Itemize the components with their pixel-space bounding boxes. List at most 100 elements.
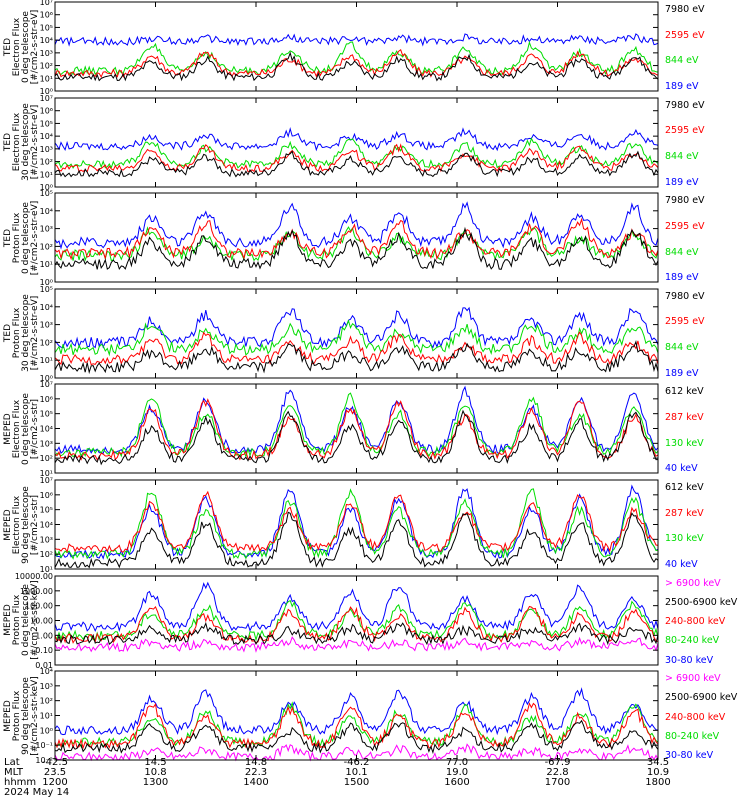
y-tick-label: 10⁵ xyxy=(40,119,53,128)
legend-entry: 844 eV xyxy=(665,55,699,67)
legend-entry: 189 eV xyxy=(665,81,699,92)
y-tick-label: 10² xyxy=(40,338,53,347)
series-line xyxy=(54,484,659,560)
legend: > 6900 keV 2500-6900 keV 240-800 keV 80-240… xyxy=(665,671,750,762)
y-tick-label: 10³ xyxy=(40,144,53,153)
x-tick-label-mlt: 10.8 xyxy=(144,767,167,778)
y-tick-label: 10² xyxy=(40,455,53,464)
legend: > 6900 keV 2500-6900 keV 240-800 keV 80-240… xyxy=(665,576,750,666)
series-line xyxy=(54,392,659,459)
legend: 7980 eV 2595 eV 844 eV 189 eV xyxy=(665,193,750,283)
y-tick-label: 10⁴ xyxy=(40,132,53,141)
plot-frame xyxy=(54,288,659,379)
plot-area: 10⁻² 10⁻¹ 10⁰ 10¹ 10² 10³ 10⁴ xyxy=(35,667,659,765)
legend-entry: 40 keV xyxy=(665,463,698,475)
series-line xyxy=(54,488,659,560)
legend-entry: 240-800 keV xyxy=(665,616,726,628)
y-tick-label: 10¹ xyxy=(40,356,53,365)
y-tick-label: 10¹ xyxy=(40,565,53,574)
y-tick-label: 10⁵ xyxy=(40,410,53,419)
x-tick-label-mlt: 10.9 xyxy=(646,767,670,778)
series-line xyxy=(54,605,659,644)
y-tick-label: 10⁴ xyxy=(40,425,53,434)
series-line xyxy=(54,217,659,261)
series-line xyxy=(54,687,659,736)
x-tick-label-hhmm: 1500 xyxy=(343,777,370,788)
plot-area: 10¹ 10² 10³ 10⁴ 10⁵ 10⁶ 10⁷ xyxy=(40,476,659,574)
panel-8: MEPED Proton Flux 90 deg telescope [#/cm2-s… xyxy=(0,667,750,765)
panel-6: MEPED Electron Flux 90 deg telescope [#/cm2… xyxy=(0,476,750,574)
legend-entry: 2595 eV xyxy=(665,125,705,137)
series-line xyxy=(54,719,659,755)
series-line xyxy=(54,126,659,151)
y-tick-label: 10⁴ xyxy=(40,207,53,216)
legend-entry: 2595 eV xyxy=(665,220,705,232)
y-tick-label: 10² xyxy=(40,243,53,252)
y-tick-label: 10⁵ xyxy=(40,506,53,515)
y-tick-label: 10² xyxy=(40,157,53,166)
y-tick-label: 10⁴ xyxy=(40,667,53,676)
x-tick-label-hhmm: 1700 xyxy=(544,777,571,788)
x-axis-labels: Lat MLT hhmm 2024 May 14 -42.5 23.5 1200 14… xyxy=(0,757,750,800)
y-tick-label: 10⁰ xyxy=(40,183,53,192)
series-line xyxy=(54,511,659,569)
x-tick-label-mlt: 10.1 xyxy=(345,767,368,778)
series-line xyxy=(54,226,659,271)
series-line xyxy=(54,386,659,455)
panel-5: MEPED Electron Flux 0 deg telescope [#/cm2-… xyxy=(0,380,750,478)
y-axis-label: TED Electron Flux 30 deg telescope [#/cm2-s… xyxy=(0,98,44,187)
y-tick-label: 10¹ xyxy=(40,712,53,721)
y-tick-label: 10⁶ xyxy=(40,395,53,404)
plot-frame xyxy=(54,1,659,92)
y-axis-label: MEPED Electron Flux 0 deg telescope [#/cm2-… xyxy=(0,384,44,473)
y-axis-label: TED Proton Flux 0 deg telescope [#/cm2-s-st… xyxy=(0,193,44,282)
y-tick-label: 1.00 xyxy=(35,631,53,640)
legend-entry: 7980 eV xyxy=(665,4,705,15)
y-axis-label: MEPED Electron Flux 90 deg telescope [#/cm2… xyxy=(0,480,44,569)
x-tick-label-mlt: 23.5 xyxy=(43,767,67,778)
y-tick-label: 10⁵ xyxy=(40,23,53,32)
y-tick-label: 10⁶ xyxy=(40,491,53,500)
series-line xyxy=(54,49,659,79)
legend-entry: 2595 eV xyxy=(665,29,705,41)
legend-entry: 7980 eV xyxy=(665,290,705,302)
series-line xyxy=(54,599,659,642)
panel-4: TED Proton Flux 30 deg telescope [#/cm2-s-s… xyxy=(0,285,750,383)
y-tick-label: 10⁰ xyxy=(40,374,53,383)
y-tick-label: 10⁷ xyxy=(40,94,53,103)
legend-entry: 30-80 keV xyxy=(665,750,714,762)
y-tick-label: 10⁷ xyxy=(40,0,53,7)
series-line xyxy=(54,136,659,169)
panel-1: TED Electron Flux 0 deg telescope [#/cm2-s-… xyxy=(0,0,750,96)
y-tick-label: 10³ xyxy=(40,682,53,691)
series-line xyxy=(54,581,659,632)
plot-frame xyxy=(54,575,659,666)
y-tick-label: 10000.00 xyxy=(15,572,53,581)
y-tick-label: 10¹ xyxy=(40,260,53,269)
date-label: 2024 May 14 xyxy=(4,787,70,798)
series-line xyxy=(54,226,659,262)
y-tick-label: 10⁷ xyxy=(40,380,53,389)
x-tick-label-hhmm: 1300 xyxy=(142,777,169,788)
y-tick-label: 10⁵ xyxy=(40,189,53,198)
y-axis-label: TED Electron Flux 0 deg telescope [#/cm2-s-… xyxy=(0,2,44,91)
y-tick-label: 10⁻¹ xyxy=(35,741,53,750)
legend-entry: 130 keV xyxy=(665,533,704,545)
legend: 7980 eV 2595 eV 844 eV 189 eV xyxy=(665,289,750,379)
legend: 612 keV 287 keV 130 keV 40 keV xyxy=(665,480,750,570)
y-tick-label: 10¹ xyxy=(40,74,53,83)
legend-entry: 189 eV xyxy=(665,176,699,188)
y-tick-label: 10¹ xyxy=(40,170,53,179)
legend-entry: 612 keV xyxy=(665,482,704,493)
series-line xyxy=(54,201,659,250)
plot-area: 0.01 0.10 1.00 10.00 100.00 1000.00 10000.00 xyxy=(15,572,659,670)
x-tick-label-lat: -42.5 xyxy=(42,757,68,768)
series-line xyxy=(54,51,659,82)
x-tick-label-hhmm: 1800 xyxy=(645,777,671,788)
x-row-label-hhmm: hhmm xyxy=(4,777,37,788)
y-tick-label: 0.01 xyxy=(35,661,53,670)
plot-frame xyxy=(54,479,659,570)
legend-entry: 287 keV xyxy=(665,412,704,424)
x-tick-label-lat: 14.8 xyxy=(244,757,268,768)
y-tick-label: 10³ xyxy=(40,225,53,234)
